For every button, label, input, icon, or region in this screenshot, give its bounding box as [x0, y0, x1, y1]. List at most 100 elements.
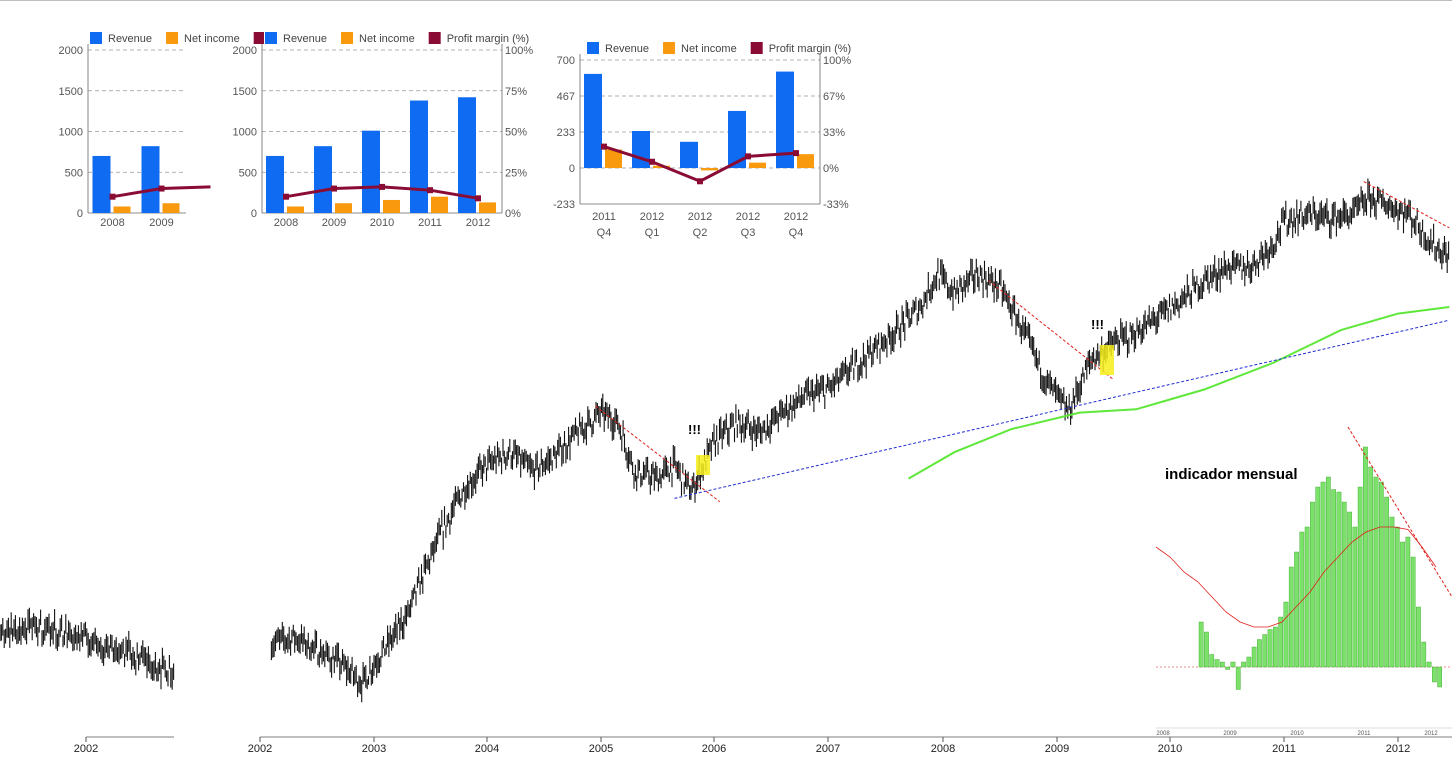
- x-tick-label-quarter: Q3: [741, 227, 756, 239]
- indicator-year-label: 2011: [1358, 731, 1372, 737]
- y-tick-label: 500: [239, 167, 257, 179]
- y2-tick-label: -33%: [823, 199, 849, 211]
- y-tick-label: -233: [553, 199, 575, 211]
- indicator-bar: [1230, 661, 1236, 668]
- y-tick-label: 1500: [59, 86, 83, 98]
- legend-swatch-net_income: [166, 32, 179, 44]
- indicator-bar: [1278, 616, 1284, 668]
- profit-margin-point: [283, 193, 289, 200]
- legend-label-margin: Profit margin (%): [769, 43, 852, 55]
- indicator-bar: [1368, 466, 1374, 668]
- profit-margin-point: [158, 185, 165, 192]
- x-tick-label: 2012: [784, 211, 808, 223]
- x-tick-label: 2009: [322, 217, 346, 229]
- indicator-bar: [1219, 661, 1225, 668]
- price-year-label: 2011: [1272, 743, 1296, 755]
- x-tick-label: 2011: [418, 217, 442, 229]
- legend-label-net_income: Net income: [681, 43, 737, 55]
- indicator-bar: [1426, 661, 1432, 668]
- revenue-bar: [776, 71, 794, 169]
- indicator-bar: [1272, 626, 1278, 668]
- x-tick-label: 2012: [736, 211, 760, 223]
- indicator-bar: [1267, 629, 1273, 668]
- indicator-bar: [1336, 491, 1342, 668]
- profit-margin-point: [475, 195, 481, 202]
- profit-margin-point: [331, 185, 337, 192]
- indicator-bar: [1288, 566, 1294, 668]
- indicator-year-label: 2010: [1290, 731, 1304, 737]
- indicator-bar: [1378, 481, 1384, 668]
- indicator-bar: [1431, 666, 1437, 683]
- indicator-trend-line: [1347, 426, 1452, 598]
- revenue-bar: [680, 141, 698, 169]
- legend-swatch-margin: [750, 42, 763, 54]
- x-tick-label: 2011: [592, 211, 616, 223]
- revenue-bar: [92, 155, 111, 213]
- x-tick-label: 2008: [100, 217, 124, 229]
- indicator-bar: [1347, 511, 1352, 668]
- x-tick-label: 2010: [370, 217, 394, 229]
- indicator-bar: [1341, 501, 1347, 668]
- indicator-ma-line: [1155, 526, 1437, 628]
- legend-label-revenue: Revenue: [605, 43, 649, 55]
- indicator-bar: [1299, 531, 1305, 668]
- breakout-highlight-2: [1100, 345, 1114, 375]
- legend-label-margin: Profit margin (%): [447, 33, 530, 45]
- downtrend-line: [1363, 181, 1450, 229]
- revenue-bar: [141, 146, 160, 213]
- financials-chart-annual-clipped: 0 500 1000 1500 2000 2008 2009 Revenue Net incom…: [59, 32, 264, 229]
- indicator-bar: [1257, 639, 1262, 668]
- indicator-bar: [1214, 659, 1220, 668]
- net-income-bar: [162, 203, 180, 213]
- x-tick-label-quarter: Q1: [645, 227, 660, 239]
- y2-tick-label: 100%: [823, 55, 851, 67]
- y2-tick-label: 100%: [505, 45, 533, 57]
- price-year-label: 2012: [1386, 743, 1410, 755]
- legend-swatch-margin: [253, 32, 264, 44]
- net-income-bar: [287, 206, 304, 213]
- support-trend-line: [674, 319, 1450, 499]
- price-chart: 2002 2003 2004 2005 2006 2007 2008 2009 2010 2011…: [0, 178, 1452, 755]
- revenue-bar: [632, 130, 650, 169]
- annotation-marker-2: !!!: [1091, 317, 1104, 332]
- indicator-bar: [1241, 661, 1246, 668]
- breakout-highlight-1: [696, 455, 710, 475]
- legend-swatch-margin: [428, 32, 441, 44]
- y-tick-label: 700: [557, 55, 575, 67]
- x-tick-label-quarter: Q2: [693, 227, 708, 239]
- price-year-label: 2004: [475, 743, 499, 755]
- indicator-bar: [1320, 481, 1326, 668]
- y2-tick-label: 75%: [505, 86, 527, 98]
- legend-label-net_income: Net income: [359, 33, 415, 45]
- indicator-bar: [1389, 516, 1395, 668]
- indicator-bar: [1204, 631, 1209, 668]
- price-year-label: 2003: [362, 743, 386, 755]
- indicator-bar: [1416, 606, 1421, 668]
- y-tick-label: 1000: [59, 127, 83, 139]
- legend-label-net_income: Net income: [184, 33, 240, 45]
- indicator-bar: [1209, 654, 1215, 668]
- y-tick-label: 233: [557, 127, 575, 139]
- y-tick-label: 467: [557, 91, 575, 103]
- net-income-bar: [113, 206, 131, 213]
- profit-margin-point: [379, 183, 385, 190]
- indicator-bar: [1310, 501, 1315, 668]
- net-income-bar: [383, 199, 400, 213]
- annotation-marker-1: !!!: [688, 422, 701, 437]
- revenue-bar: [362, 130, 380, 213]
- net-income-bar: [605, 149, 622, 169]
- indicator-bar: [1357, 486, 1363, 668]
- x-tick-label-quarter: Q4: [597, 227, 612, 239]
- x-tick-label-quarter: Q4: [789, 227, 804, 239]
- indicator-bar: [1421, 641, 1427, 668]
- y2-tick-label: 0%: [823, 163, 839, 175]
- revenue-bar: [314, 146, 332, 213]
- net-income-bar: [335, 203, 352, 213]
- revenue-bar: [266, 155, 284, 213]
- price-year-label: 2006: [702, 743, 726, 755]
- indicator-bar: [1251, 646, 1257, 668]
- clipped-group: 0 500 1000 1500 2000 2008 2009 Revenue Net incom…: [59, 32, 264, 229]
- revenue-bar: [728, 110, 746, 169]
- price-year-label: 2005: [589, 743, 613, 755]
